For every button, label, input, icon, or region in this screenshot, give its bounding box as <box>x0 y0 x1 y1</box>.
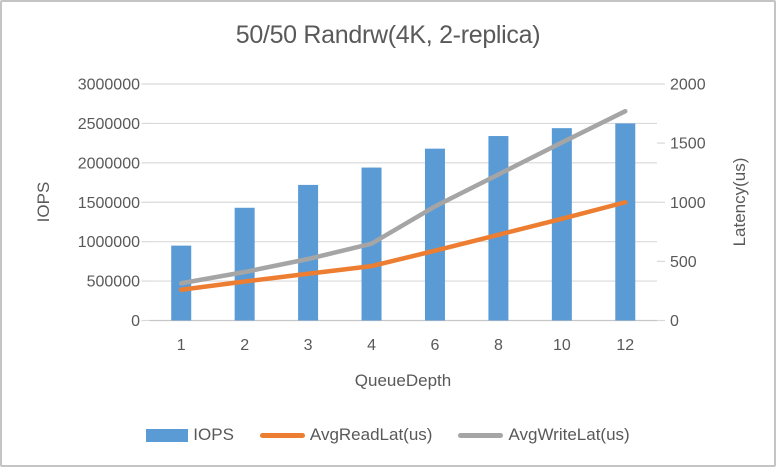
legend-item-avgwritelat: AvgWriteLat(us) <box>458 425 630 445</box>
svg-text:3: 3 <box>304 337 313 354</box>
legend-writelat-line-swatch <box>458 432 504 438</box>
left-axis-title: IOPS <box>34 181 53 223</box>
svg-text:4: 4 <box>367 337 376 354</box>
svg-text:1000: 1000 <box>670 195 706 212</box>
line-series-avgreadlat(us) <box>178 200 628 293</box>
bar <box>424 148 445 321</box>
legend-item-iops: IOPS <box>146 425 234 445</box>
legend-bar-swatch <box>146 428 189 442</box>
right-axis-labels: 0 500 1000 1500 2000 <box>670 77 706 331</box>
svg-text:8: 8 <box>494 337 503 354</box>
bar <box>234 207 255 321</box>
bar <box>298 184 319 321</box>
bar <box>615 123 636 321</box>
svg-text:6: 6 <box>431 337 440 354</box>
left-axis-labels: 0 500000 1000000 1500000 2000000 2500000 30000… <box>78 77 140 331</box>
svg-text:1: 1 <box>177 337 186 354</box>
x-axis-labels: 1 2 3 4 6 8 10 12 <box>177 337 635 354</box>
svg-text:1500000: 1500000 <box>78 195 140 212</box>
line-series-avgwritelat(us) <box>178 108 628 286</box>
legend-item-avgreadlat: AvgReadLat(us) <box>259 425 433 445</box>
bar-series-iops <box>171 123 636 321</box>
right-axis-ticks <box>657 83 665 322</box>
chart-title: 50/50 Randrw(4K, 2-replica) <box>235 21 541 49</box>
bar <box>488 136 509 321</box>
left-axis-ticks <box>141 83 150 322</box>
svg-text:2500000: 2500000 <box>78 116 140 133</box>
svg-text:1500: 1500 <box>670 136 706 153</box>
svg-text:12: 12 <box>616 337 634 354</box>
svg-text:2000000: 2000000 <box>78 155 140 172</box>
svg-text:1000000: 1000000 <box>78 234 140 251</box>
svg-text:0: 0 <box>670 313 679 330</box>
x-axis-title: QueueDepth <box>354 371 452 390</box>
svg-text:500: 500 <box>670 254 697 271</box>
svg-text:2: 2 <box>240 337 249 354</box>
svg-text:3000000: 3000000 <box>78 77 140 94</box>
svg-text:10: 10 <box>553 337 571 354</box>
legend: IOPS AvgReadLat(us) AvgWriteLat(us) <box>2 425 774 445</box>
right-axis-title: Latency(us) <box>730 157 749 247</box>
svg-text:0: 0 <box>131 313 140 330</box>
legend-label-avgwritelat: AvgWriteLat(us) <box>508 425 630 444</box>
legend-readlat-line-swatch <box>259 432 305 438</box>
legend-label-iops: IOPS <box>193 425 234 444</box>
bar <box>551 128 572 321</box>
legend-label-avgreadlat: AvgReadLat(us) <box>309 425 433 444</box>
svg-text:500000: 500000 <box>87 274 140 291</box>
svg-text:2000: 2000 <box>670 77 706 94</box>
